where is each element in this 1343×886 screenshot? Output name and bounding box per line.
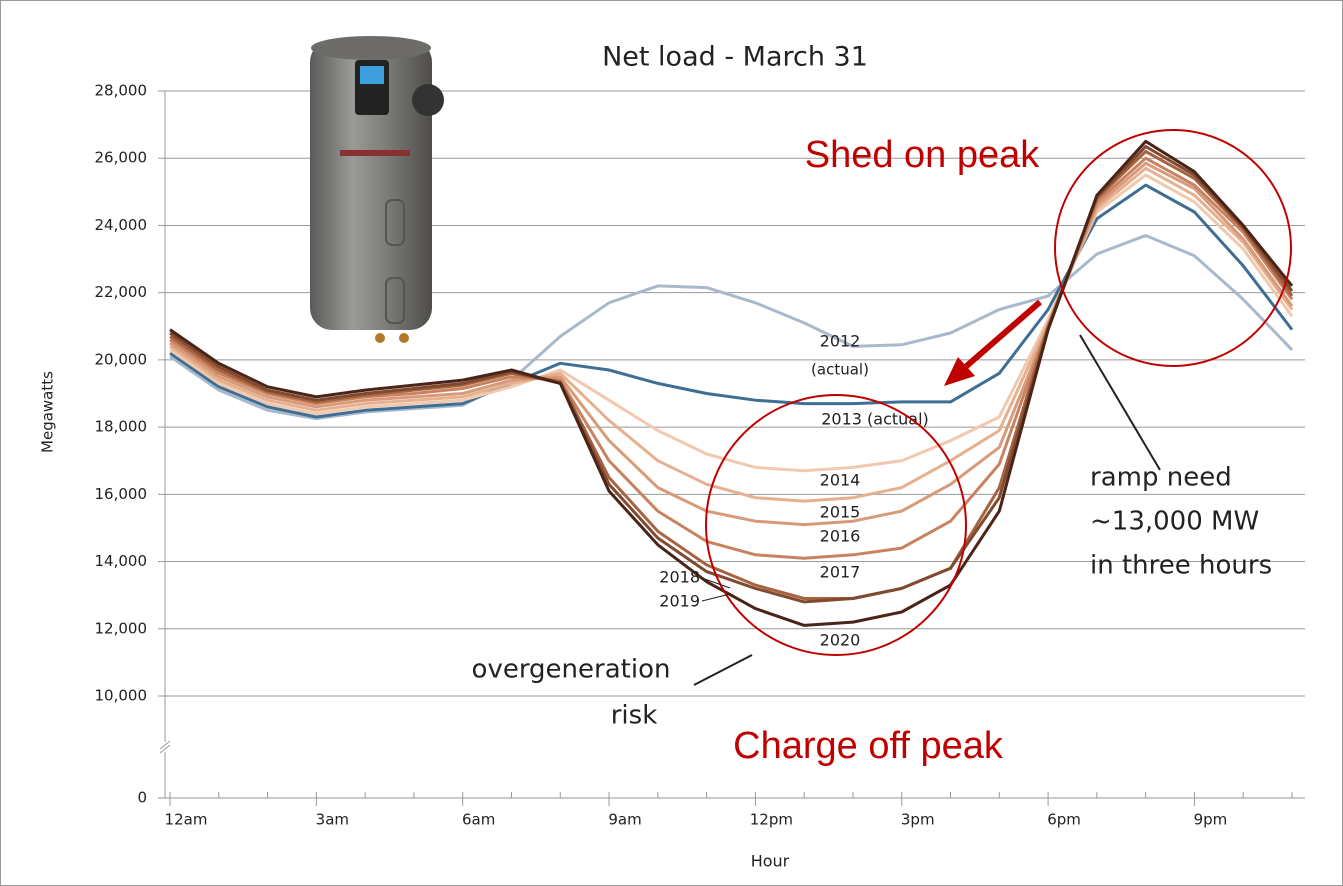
fan [412, 84, 444, 116]
valve [375, 333, 385, 343]
display [360, 66, 384, 84]
x-tick-label: 3pm [901, 811, 935, 829]
chart-title: Net load - March 31 [602, 42, 868, 73]
y-tick-label: 26,000 [95, 149, 148, 167]
frame [1, 1, 1343, 886]
x-tick-label: 9pm [1194, 811, 1228, 829]
y-tick-label: 24,000 [95, 216, 148, 234]
tank-top [311, 36, 431, 60]
y-tick-label: 16,000 [95, 485, 148, 503]
x-axis-label: Hour [751, 852, 790, 871]
series-label: 2020 [820, 631, 861, 650]
annotation: in three hours [1090, 551, 1272, 581]
valve [399, 333, 409, 343]
annotation: overgeneration [472, 655, 671, 685]
axis-break-gap [159, 742, 171, 752]
x-tick-label: 6am [462, 811, 495, 829]
x-tick-label: 3am [316, 811, 349, 829]
series-label: 2012 [820, 332, 861, 351]
series-label: 2014 [820, 471, 861, 490]
y-tick-label: 12,000 [95, 619, 148, 637]
annotation: ~13,000 MW [1090, 507, 1259, 537]
annotation: (actual) [811, 361, 869, 379]
y-axis-label: Megawatts [39, 371, 57, 453]
water-heater [310, 36, 444, 343]
x-tick-label: 6pm [1047, 811, 1081, 829]
series-label: 2018 [659, 568, 700, 587]
y-tick-label: 18,000 [95, 418, 148, 436]
annotation: ramp need [1090, 463, 1232, 493]
y-tick-label: 22,000 [95, 283, 148, 301]
x-tick-label: 12pm [750, 811, 793, 829]
annotation: Charge off peak [733, 725, 1004, 767]
series-label: 2016 [820, 527, 861, 546]
y-tick-label: 20,000 [95, 350, 148, 368]
x-tick-label: 12am [165, 811, 208, 829]
annotation: risk [611, 701, 658, 731]
chart: Net load - March 31 Megawatts Hour 0 10,0… [0, 0, 1343, 886]
series-label: 2017 [820, 563, 861, 582]
series-label: 2015 [820, 503, 861, 522]
y-tick-label: 28,000 [95, 82, 148, 100]
badge [340, 150, 410, 156]
y-tick-label: 14,000 [95, 552, 148, 570]
annotation: Shed on peak [805, 134, 1041, 176]
x-tick-label: 9am [608, 811, 641, 829]
y-tick-label: 10,000 [95, 687, 148, 705]
y-tick-label: 0 [137, 789, 147, 807]
series-label: 2019 [659, 592, 700, 611]
